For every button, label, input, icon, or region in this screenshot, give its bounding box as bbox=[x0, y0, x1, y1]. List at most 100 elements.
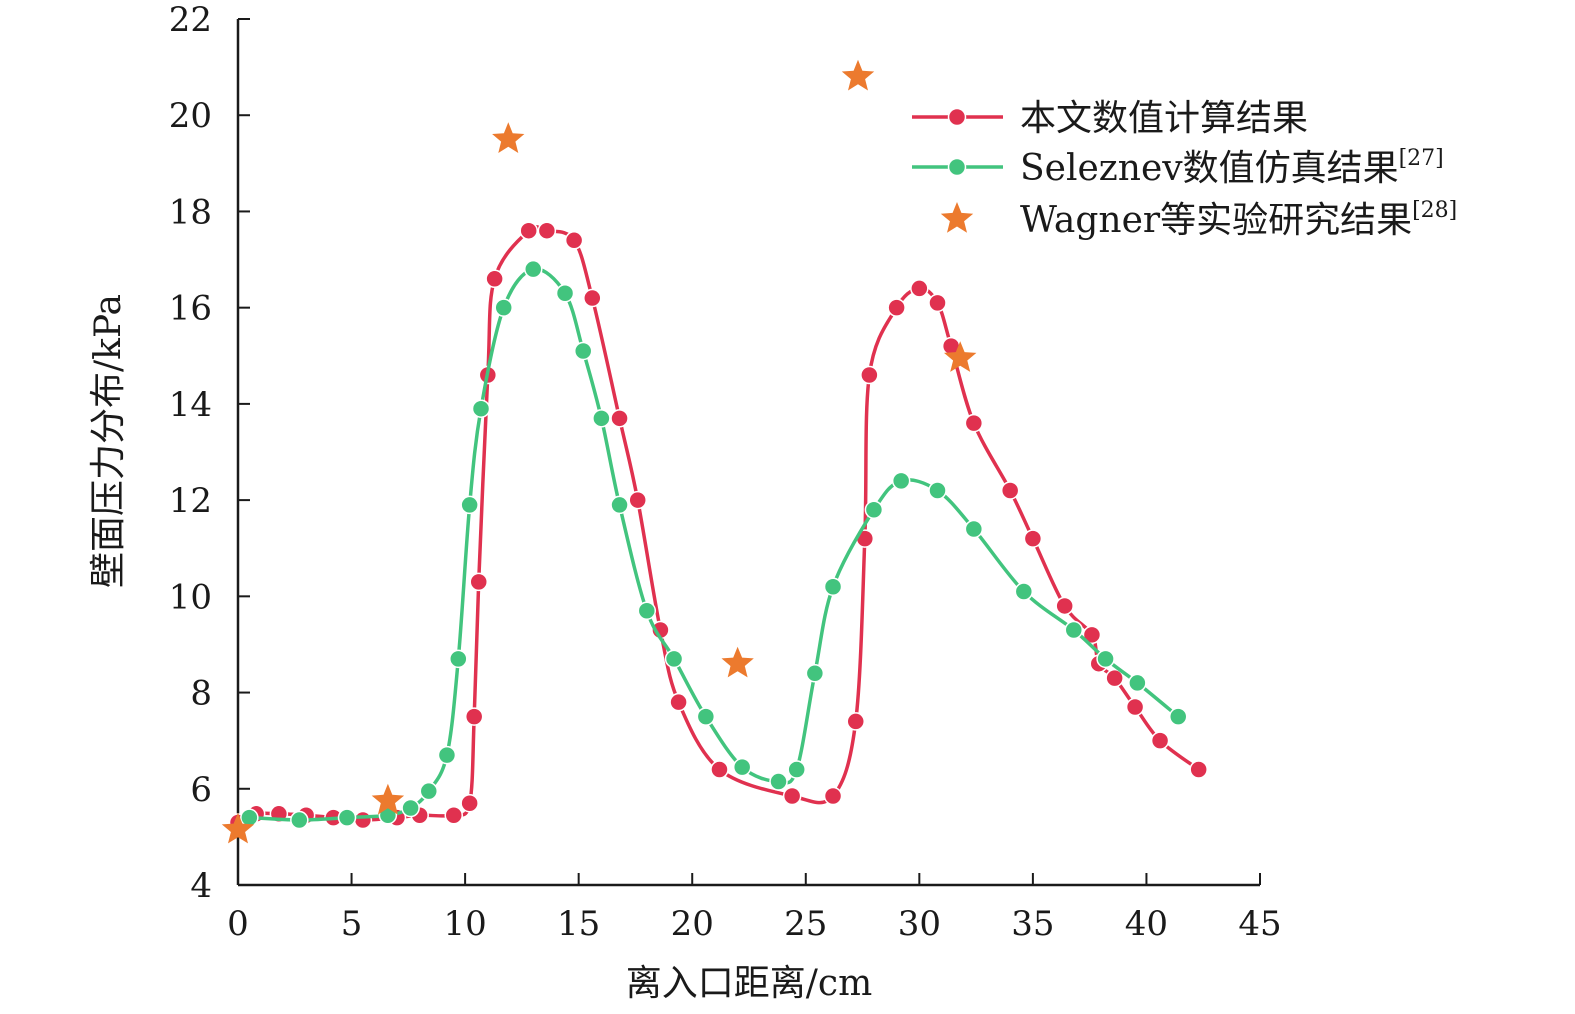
series-1-point bbox=[864, 500, 884, 519]
series-0-point bbox=[782, 786, 802, 806]
series-1-point bbox=[1128, 673, 1147, 693]
y-axis-label: 壁面压力分布/kPa bbox=[88, 294, 129, 588]
series-0-point bbox=[444, 805, 464, 825]
series-1 bbox=[240, 259, 1188, 830]
x-tick-label: 5 bbox=[341, 904, 363, 944]
series-0-point bbox=[1000, 481, 1020, 500]
series-1-point bbox=[555, 283, 575, 303]
series-1-point bbox=[460, 495, 479, 515]
series-1-point bbox=[437, 745, 457, 765]
series-1-point bbox=[401, 798, 420, 818]
series-1-point bbox=[664, 649, 684, 669]
legend-entry-name: Wagner等实验研究结果 bbox=[1020, 200, 1412, 241]
series-2 bbox=[221, 59, 977, 844]
series-2-point bbox=[492, 122, 525, 153]
series-0-point bbox=[464, 707, 484, 726]
series-0-point bbox=[460, 793, 479, 813]
y-tick-label: 12 bbox=[169, 481, 212, 521]
series-1-point bbox=[337, 808, 357, 827]
x-tick-label: 10 bbox=[443, 904, 486, 944]
legend-entry-label: 本文数值计算结果 bbox=[1020, 98, 1308, 139]
series-1-point bbox=[592, 409, 611, 428]
series-0-point bbox=[1105, 668, 1124, 688]
x-tick-label: 40 bbox=[1125, 904, 1168, 944]
series-1-point bbox=[471, 399, 491, 418]
y-tick-label: 16 bbox=[169, 289, 212, 329]
series-1-point bbox=[449, 649, 468, 669]
y-tick-label: 20 bbox=[169, 96, 212, 136]
series-2-point bbox=[221, 812, 255, 844]
series-1-point bbox=[494, 298, 513, 317]
y-ticks: 4 6 8 10 12 14 16 18 20 22 bbox=[169, 0, 250, 906]
series-0-point bbox=[846, 712, 865, 731]
series-0-point bbox=[1189, 760, 1208, 779]
legend-swatch-marker bbox=[947, 157, 967, 177]
y-tick-label: 22 bbox=[169, 0, 212, 40]
series-0-point bbox=[1023, 529, 1043, 548]
series-0-point bbox=[469, 572, 488, 592]
series-0-point bbox=[583, 288, 602, 308]
series-1-point bbox=[610, 495, 629, 515]
legend-entry-label: Seleznev数值仿真结果[27] bbox=[1020, 146, 1444, 189]
series-0-point bbox=[710, 760, 729, 779]
series-1-point bbox=[891, 471, 911, 491]
series-0-point bbox=[1055, 596, 1074, 616]
legend-swatch-marker bbox=[947, 107, 967, 127]
series-1-point bbox=[732, 757, 752, 777]
series-1-point bbox=[1064, 620, 1084, 640]
series-0-point bbox=[353, 810, 373, 830]
series-1-point bbox=[1096, 649, 1115, 669]
series-0-point bbox=[928, 293, 947, 313]
y-tick-label: 4 bbox=[190, 866, 212, 906]
series-2-point bbox=[371, 783, 405, 815]
x-ticks: 0 5 10 15 20 25 30 35 40 45 bbox=[227, 873, 1282, 944]
series-0-point bbox=[1125, 697, 1145, 717]
legend-entry-ref: [27] bbox=[1399, 146, 1444, 171]
series-0-point bbox=[519, 221, 538, 240]
series-0-point bbox=[628, 490, 647, 510]
series-1-point bbox=[964, 519, 984, 539]
x-tick-label: 20 bbox=[671, 904, 714, 944]
series-0-point bbox=[964, 413, 984, 433]
series-1-point bbox=[419, 781, 439, 801]
series-0-point bbox=[860, 365, 879, 385]
series-1-point bbox=[787, 760, 806, 779]
series-1-point bbox=[523, 259, 543, 279]
series-2-point bbox=[944, 341, 977, 372]
series-0-point bbox=[910, 279, 929, 298]
series-1-point bbox=[637, 601, 657, 621]
legend: 本文数值计算结果Seleznev数值仿真结果[27]Wagner等实验研究结果[… bbox=[912, 98, 1457, 241]
x-axis-label: 离入口距离/cm bbox=[626, 963, 872, 1004]
series-1-point bbox=[573, 341, 593, 361]
plot-area bbox=[221, 59, 1208, 844]
x-tick-label: 15 bbox=[557, 904, 600, 944]
series-0-point bbox=[823, 786, 843, 806]
series-0-point bbox=[669, 692, 688, 712]
legend-entry-ref: [28] bbox=[1412, 198, 1457, 223]
y-tick-label: 8 bbox=[190, 674, 212, 714]
series-0-point bbox=[537, 221, 557, 240]
series-1-line bbox=[249, 267, 1180, 822]
series-1-point bbox=[1168, 707, 1188, 726]
series-1-point bbox=[1014, 582, 1034, 601]
y-tick-label: 6 bbox=[190, 770, 212, 810]
series-1-point bbox=[696, 707, 716, 726]
series-2-point bbox=[841, 59, 875, 91]
series-1-point bbox=[823, 577, 843, 596]
series-0 bbox=[228, 221, 1208, 832]
legend-entry-name: Seleznev数值仿真结果 bbox=[1020, 148, 1399, 189]
x-tick-label: 30 bbox=[898, 904, 941, 944]
axes: 0 5 10 15 20 25 30 35 40 45 4 6 8 10 12 14 16 18 20 22 离入口… bbox=[88, 0, 1282, 1004]
series-1-point bbox=[928, 481, 947, 500]
y-tick-label: 14 bbox=[169, 385, 212, 425]
x-tick-label: 25 bbox=[784, 904, 827, 944]
series-1-point bbox=[290, 810, 309, 830]
series-0-point bbox=[564, 231, 584, 250]
x-tick-label: 0 bbox=[227, 904, 249, 944]
series-0-point bbox=[610, 409, 629, 428]
series-1-point bbox=[805, 664, 825, 683]
series-1-point bbox=[769, 772, 788, 791]
series-2-point bbox=[721, 646, 754, 678]
x-tick-label: 45 bbox=[1238, 904, 1281, 944]
